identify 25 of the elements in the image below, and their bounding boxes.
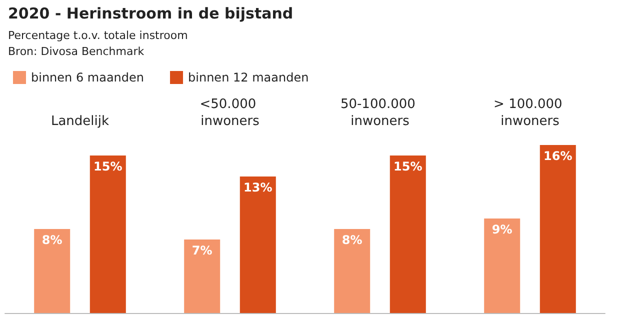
bar — [184, 240, 220, 313]
bar — [34, 229, 70, 313]
data-label: 7% — [192, 244, 212, 258]
data-label: 8% — [342, 233, 362, 247]
legend-label: binnen 12 maanden — [188, 70, 309, 84]
legend-label: binnen 6 maanden — [31, 70, 144, 84]
data-label: 15% — [394, 160, 422, 174]
x-tick-label: > 100.000 inwoners — [494, 97, 566, 129]
data-label: 13% — [244, 180, 272, 194]
x-tick-label: 50-100.000 inwoners — [340, 97, 420, 129]
data-label: 9% — [492, 222, 512, 236]
text: Bron: Divosa Benchmark — [8, 45, 145, 58]
chart-title: 2020 - Herinstroom in de bijstand — [8, 4, 294, 22]
chart-subtitle: Percentage t.o.v. totale instroom — [8, 29, 188, 42]
data-label: 15% — [94, 160, 122, 174]
bar — [240, 176, 276, 313]
x-tick-label: Landelijk — [50, 114, 110, 129]
bar — [90, 156, 126, 313]
data-label: 8% — [42, 233, 62, 247]
data-label: 16% — [544, 149, 572, 163]
bar — [540, 145, 576, 313]
x-tick-label: <50.000 inwoners — [200, 97, 260, 129]
bar — [484, 218, 520, 313]
bar — [334, 229, 370, 313]
bar — [390, 156, 426, 313]
